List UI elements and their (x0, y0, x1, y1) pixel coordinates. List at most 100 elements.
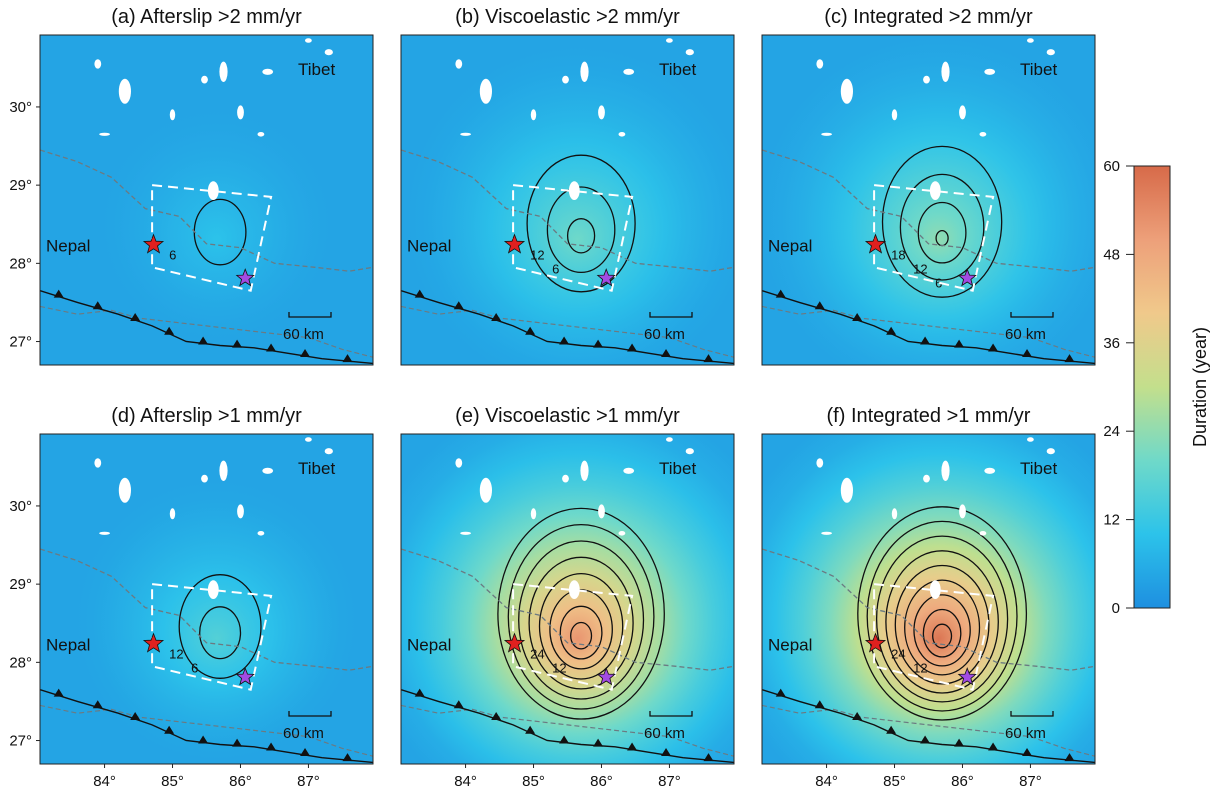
contour-line (917, 201, 967, 264)
thrust-tooth (491, 313, 502, 322)
lake (530, 508, 537, 520)
contour-line (546, 186, 616, 274)
lake (305, 38, 312, 43)
contour-line (894, 564, 990, 685)
lake (257, 531, 265, 536)
duration-field (40, 35, 373, 365)
lake (821, 531, 832, 535)
thrust-tooth (920, 336, 931, 345)
colorbar-label: Duration (year) (1190, 327, 1210, 447)
map-panel-c: 18 12 6 Tibet Nepal 60 km (c) Integrated >2 mm… (761, 6, 1096, 366)
lake (460, 531, 471, 535)
contour-label: 6 (935, 276, 942, 291)
national-border (762, 548, 1095, 671)
map-panel-d: 12 6 Tibet Nepal 60 km (d) Afterslip >1 mm/yr… (9, 405, 374, 790)
thrust-tooth (266, 343, 277, 352)
lake (923, 75, 930, 84)
panel-frame (761, 34, 1096, 366)
contour-label: 24 (530, 646, 544, 661)
contour-label: 6 (552, 262, 559, 277)
thrust-tooth (525, 725, 536, 734)
thrust-tooth (1064, 753, 1075, 762)
thrust-tooth (1022, 748, 1033, 757)
national-border (40, 548, 373, 671)
lake (840, 78, 853, 104)
panel-title: (b) Viscoelastic >2 mm/yr (455, 6, 680, 28)
mainshock-star (503, 233, 526, 254)
lake (169, 109, 176, 121)
colorbar-tick-label: 24 (1103, 423, 1120, 440)
label-tibet: Tibet (659, 459, 696, 478)
panel-title: (e) Viscoelastic >1 mm/yr (455, 405, 680, 427)
lake (816, 458, 824, 468)
contour-label: 6 (169, 247, 176, 262)
lake (1046, 49, 1055, 56)
lake (941, 460, 950, 481)
contour-line (507, 523, 655, 710)
contour-line (885, 550, 999, 694)
thrust-tooth (164, 725, 175, 734)
aftershock-star (596, 667, 616, 686)
thrust-tooth (198, 336, 209, 345)
scale-bar (649, 711, 693, 717)
lake (891, 508, 898, 520)
lake (479, 78, 492, 104)
lake (460, 132, 471, 136)
mainshock-star (142, 233, 165, 254)
thrust-tooth (593, 339, 604, 348)
lake (207, 580, 219, 599)
lake (891, 109, 898, 121)
aftershock-star (596, 268, 616, 287)
contour-line (178, 574, 262, 679)
lat-tick-label: 29° (9, 177, 32, 194)
label-tibet: Tibet (659, 60, 696, 79)
panel-frame (761, 433, 1096, 765)
panel-frame (400, 34, 735, 366)
contour-line (899, 173, 985, 281)
colorbar-tick-label: 0 (1112, 600, 1120, 617)
contour-line (904, 579, 981, 676)
label-nepal: Nepal (46, 237, 90, 256)
thrust-tooth (414, 289, 425, 298)
lake (1046, 448, 1055, 455)
secondary-boundary (762, 704, 1095, 757)
contour-line (559, 605, 603, 660)
label-tibet: Tibet (1020, 459, 1057, 478)
national-border (762, 149, 1095, 272)
lake (816, 59, 824, 69)
lake (568, 181, 580, 201)
lake (984, 68, 996, 75)
duration-field (401, 35, 734, 365)
lon-tick-label: 84° (93, 773, 116, 790)
thrust-tooth (886, 326, 897, 335)
label-tibet: Tibet (298, 459, 335, 478)
scale-bar-label: 60 km (283, 725, 324, 742)
thrust-tooth (342, 753, 353, 762)
duration-field (762, 35, 1095, 365)
thrust-tooth (342, 354, 353, 363)
thrust-tooth (661, 748, 672, 757)
lake (959, 105, 966, 120)
national-border (401, 548, 734, 671)
lake (598, 504, 605, 519)
lake (99, 132, 110, 136)
lake (262, 68, 274, 75)
lat-tick-label: 30° (9, 498, 32, 515)
contour-label: 12 (552, 661, 566, 676)
colorbar: Duration (year) 60 48 36 24 12 0 (1103, 158, 1210, 617)
scale-bar-label: 60 km (283, 326, 324, 343)
contour-label: 12 (530, 247, 544, 262)
thrust-tooth (1022, 349, 1033, 358)
panel-title: (a) Afterslip >2 mm/yr (111, 6, 302, 28)
aftershock-star (957, 268, 977, 287)
lake (685, 448, 694, 455)
lake (979, 531, 987, 536)
secondary-boundary (401, 704, 734, 757)
label-nepal: Nepal (407, 636, 451, 655)
thrust-tooth (53, 688, 64, 697)
lake (562, 75, 569, 84)
thrust-tooth (775, 289, 786, 298)
lon-tick-label: 86° (229, 773, 252, 790)
lake (118, 78, 131, 104)
